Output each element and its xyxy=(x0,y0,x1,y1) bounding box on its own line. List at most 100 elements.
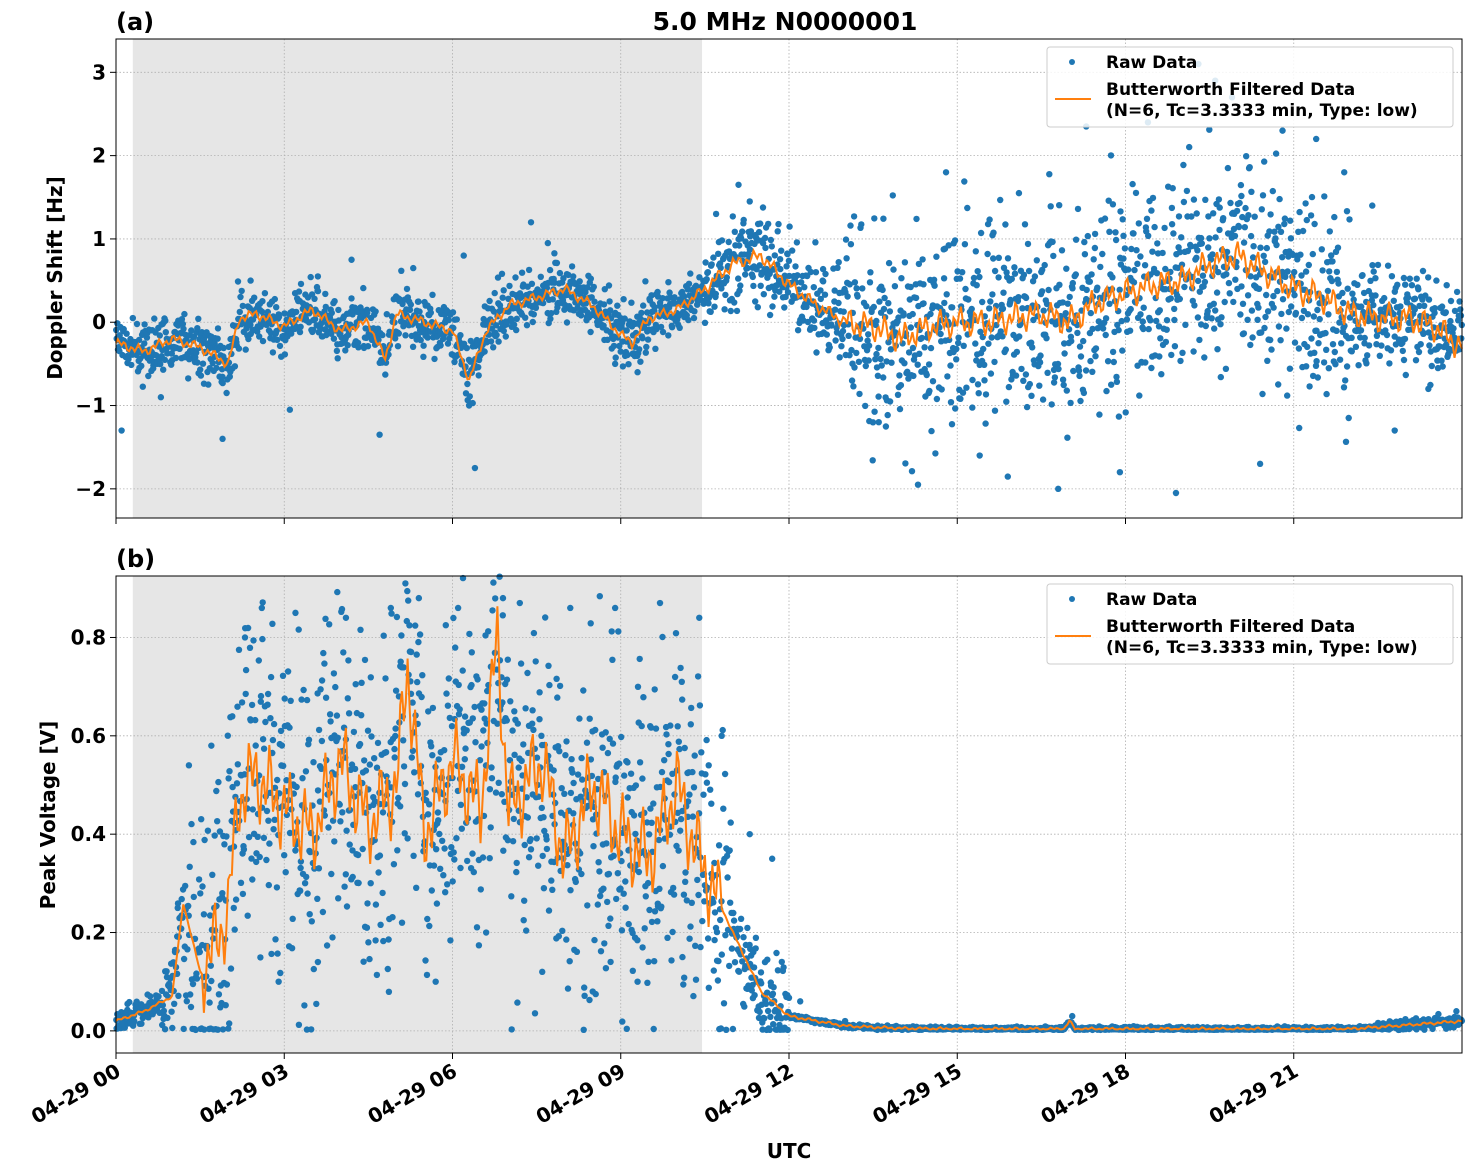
raw-data-point xyxy=(1247,232,1255,240)
raw-data-point xyxy=(1457,312,1465,319)
raw-data-point xyxy=(1426,342,1433,349)
raw-data-point xyxy=(1230,225,1238,233)
raw-data-point xyxy=(395,330,402,337)
raw-data-point xyxy=(1433,277,1440,284)
raw-data-point xyxy=(367,880,374,887)
raw-data-point xyxy=(493,331,500,339)
raw-data-point xyxy=(684,798,692,805)
raw-data-point xyxy=(1039,266,1046,274)
raw-data-point xyxy=(373,971,381,979)
raw-data-point xyxy=(1087,357,1094,365)
raw-data-point xyxy=(750,282,757,290)
raw-data-point xyxy=(1069,279,1077,287)
raw-data-point xyxy=(641,925,648,932)
raw-data-point xyxy=(382,749,390,756)
raw-data-point xyxy=(1198,240,1206,247)
raw-data-point xyxy=(486,786,494,793)
raw-data-point xyxy=(977,229,985,237)
raw-data-point xyxy=(293,308,300,316)
raw-data-point xyxy=(1043,335,1050,342)
raw-data-point xyxy=(400,664,407,671)
raw-data-point xyxy=(1314,374,1322,381)
raw-data-point xyxy=(195,315,202,322)
raw-data-point xyxy=(445,316,452,324)
raw-data-point xyxy=(297,280,305,288)
raw-data-point xyxy=(426,922,433,930)
raw-data-point xyxy=(375,869,382,876)
raw-data-point xyxy=(616,760,623,767)
raw-data-point xyxy=(624,351,631,359)
raw-data-point xyxy=(248,855,255,862)
raw-data-point xyxy=(756,1008,763,1016)
raw-data-point xyxy=(161,356,168,363)
raw-data-point xyxy=(620,296,627,303)
raw-data-point xyxy=(678,678,685,685)
raw-data-point xyxy=(1019,305,1026,312)
raw-data-point xyxy=(556,269,564,277)
raw-data-point xyxy=(1102,331,1109,339)
raw-data-point xyxy=(968,305,975,313)
raw-data-point xyxy=(784,289,792,296)
raw-data-point xyxy=(759,204,767,211)
raw-data-point xyxy=(1204,307,1211,315)
raw-data-point xyxy=(1092,353,1099,360)
panel-b: (b) 0.80.60.40.20.0 Peak Voltage [V] Raw… xyxy=(36,545,1466,1059)
raw-data-point xyxy=(259,337,267,345)
raw-data-point xyxy=(581,984,588,991)
raw-data-point xyxy=(1258,206,1266,213)
raw-data-point xyxy=(1145,325,1152,333)
raw-data-point xyxy=(429,704,437,712)
raw-data-point xyxy=(1061,340,1068,347)
raw-data-point xyxy=(1314,306,1321,314)
raw-data-point xyxy=(741,1003,748,1010)
raw-data-point xyxy=(644,979,651,986)
raw-data-point xyxy=(1333,327,1340,334)
raw-data-point xyxy=(424,915,431,923)
raw-data-point xyxy=(801,284,808,291)
raw-data-point xyxy=(1295,345,1303,352)
raw-data-point xyxy=(668,957,675,964)
raw-data-point xyxy=(1416,302,1423,310)
raw-data-point xyxy=(984,250,991,258)
raw-data-point xyxy=(764,956,771,963)
raw-data-point xyxy=(1081,238,1088,246)
raw-data-point xyxy=(1194,277,1202,285)
raw-data-point xyxy=(537,273,544,280)
raw-data-point xyxy=(865,357,872,364)
raw-data-point xyxy=(544,239,552,247)
raw-data-point xyxy=(523,927,530,934)
raw-data-point xyxy=(392,732,399,740)
raw-data-point xyxy=(197,372,205,379)
raw-data-point xyxy=(972,248,979,255)
raw-data-point xyxy=(133,320,141,328)
raw-data-point xyxy=(1143,215,1151,222)
raw-data-point xyxy=(782,293,789,301)
raw-data-point xyxy=(1037,352,1044,359)
raw-data-point xyxy=(139,383,146,390)
raw-data-point xyxy=(698,749,705,756)
raw-data-point xyxy=(990,229,997,236)
raw-data-point xyxy=(836,354,843,361)
raw-data-point xyxy=(807,268,814,276)
raw-data-point xyxy=(129,314,137,322)
raw-data-point xyxy=(773,949,780,957)
raw-data-point xyxy=(1331,213,1338,221)
raw-data-point xyxy=(1011,270,1019,277)
raw-data-point xyxy=(1328,277,1336,285)
raw-data-point xyxy=(1313,358,1320,365)
raw-data-point xyxy=(901,360,908,367)
raw-data-point xyxy=(1284,392,1291,399)
raw-data-point xyxy=(288,945,296,952)
raw-data-point xyxy=(257,692,265,700)
raw-data-point xyxy=(295,1021,303,1028)
raw-data-point xyxy=(655,836,663,844)
raw-data-point xyxy=(194,359,201,366)
raw-data-point xyxy=(344,342,351,349)
raw-data-point xyxy=(605,922,612,929)
raw-data-point xyxy=(1258,329,1265,336)
raw-data-point xyxy=(352,784,359,791)
raw-data-point xyxy=(415,298,422,305)
raw-data-point xyxy=(221,841,228,848)
raw-data-point xyxy=(737,282,744,289)
raw-data-point xyxy=(187,1003,195,1011)
